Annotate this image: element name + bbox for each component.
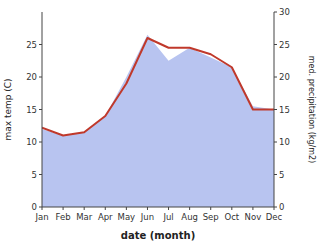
y-tick: [39, 77, 42, 78]
x-tick-label: Mar: [76, 212, 93, 222]
y2-axis-label: med. precipitation (kg/m2): [307, 56, 316, 163]
y-tick: [39, 174, 42, 175]
y-tick-label: 25: [26, 40, 37, 50]
y2-tick: [274, 77, 277, 78]
x-tick: [252, 207, 253, 210]
y2-tick: [274, 12, 277, 13]
x-tick-label: Oct: [224, 212, 239, 222]
temperature-line: [42, 38, 274, 136]
y-tick-label: 10: [26, 137, 37, 147]
x-axis-label: date (month): [121, 230, 195, 241]
y-tick: [39, 207, 42, 208]
chart: JanFebMarAprMayJunJulAugSepOctNovDec0510…: [0, 0, 318, 247]
y2-tick: [274, 142, 277, 143]
y-tick-label: 20: [26, 72, 37, 82]
x-tick-label: Apr: [98, 212, 113, 222]
y2-tick-label: 30: [279, 7, 290, 17]
y2-tick: [274, 109, 277, 110]
y-tick-label: 15: [26, 105, 37, 115]
y2-tick: [274, 207, 277, 208]
x-tick: [210, 207, 211, 210]
y2-tick: [274, 44, 277, 45]
x-tick: [105, 207, 106, 210]
x-tick: [189, 207, 190, 210]
y2-tick-label: 5: [279, 170, 284, 180]
x-tick-label: Nov: [245, 212, 262, 222]
y2-tick-label: 10: [279, 137, 290, 147]
plot-area: [42, 35, 274, 207]
y-tick: [39, 142, 42, 143]
x-axis-line: [42, 207, 274, 208]
x-tick: [231, 207, 232, 210]
y2-tick-label: 20: [279, 72, 290, 82]
x-tick: [63, 207, 64, 210]
y-tick: [39, 44, 42, 45]
y-tick-label: 5: [32, 170, 37, 180]
x-tick-label: Sep: [203, 212, 219, 222]
x-tick: [168, 207, 169, 210]
x-tick-label: Jun: [140, 212, 154, 222]
y-tick: [39, 109, 42, 110]
y-tick-label: 0: [32, 202, 37, 212]
x-tick: [84, 207, 85, 210]
y2-tick: [274, 174, 277, 175]
x-tick-label: Jul: [162, 212, 173, 222]
x-tick-label: Feb: [56, 212, 71, 222]
x-tick-label: Dec: [266, 212, 283, 222]
x-tick: [126, 207, 127, 210]
y-axis-label: max temp (C): [3, 78, 13, 140]
x-tick: [147, 207, 148, 210]
y2-tick-label: 15: [279, 105, 290, 115]
precipitation-area: [42, 35, 274, 207]
x-tick-label: May: [118, 212, 136, 222]
x-tick-label: Jan: [34, 212, 48, 222]
y2-tick-label: 0: [279, 202, 284, 212]
x-tick-label: Aug: [181, 212, 198, 222]
y2-tick-label: 25: [279, 40, 290, 50]
